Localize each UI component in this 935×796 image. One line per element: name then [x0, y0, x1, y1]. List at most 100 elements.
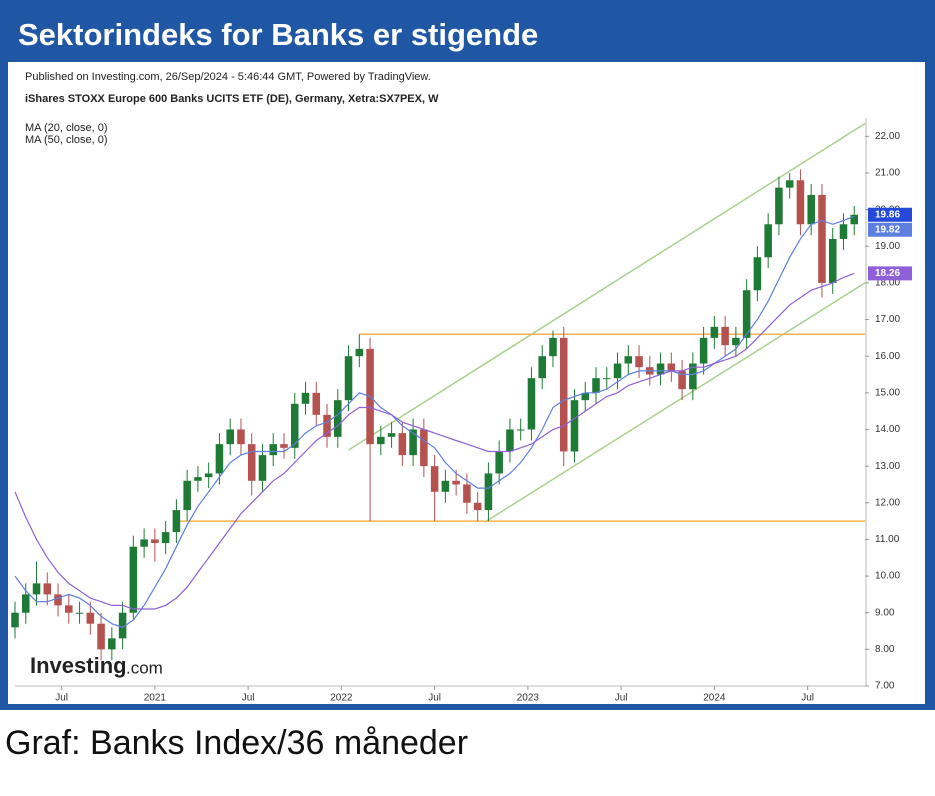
candle-body: [527, 378, 536, 430]
candle-body: [54, 594, 62, 606]
candle-body: [312, 392, 321, 415]
price-label: 19.86: [875, 209, 900, 220]
price-label-box: [868, 207, 912, 222]
candle-body: [11, 612, 19, 628]
candle-body: [129, 546, 138, 613]
candle-body: [850, 214, 859, 225]
y-tick-label: 12.00: [875, 497, 900, 508]
x-tick-label: 2024: [703, 693, 726, 704]
candle-body: [86, 612, 95, 624]
candle-body: [140, 539, 148, 547]
candle-body: [334, 400, 342, 437]
candle-body: [559, 337, 568, 452]
candle-body: [215, 444, 224, 474]
candle-body: [398, 433, 407, 456]
y-tick-label: 7.00: [875, 681, 895, 692]
candle-body: [387, 433, 396, 437]
y-tick-label: 17.00: [875, 314, 900, 325]
candle-body: [732, 337, 740, 346]
candle-body: [452, 480, 460, 485]
candle-body: [473, 502, 482, 511]
y-tick-label: 15.00: [875, 387, 900, 398]
candle-body: [441, 480, 450, 492]
candle-body: [785, 180, 794, 188]
candle-body: [624, 356, 633, 364]
x-tick-label: 2023: [517, 693, 540, 704]
candle-body: [280, 444, 288, 448]
x-tick-label: 2021: [144, 693, 167, 704]
y-tick-label: 10.00: [875, 571, 900, 582]
candle-body: [538, 356, 546, 379]
candle-body: [721, 326, 729, 346]
x-tick-label: Jul: [801, 693, 814, 704]
candle-body: [818, 194, 826, 283]
candle-body: [495, 451, 503, 474]
price-label: 18.26: [875, 268, 900, 279]
candle-body: [43, 583, 52, 595]
trend-line: [484, 282, 866, 523]
candle-body: [247, 444, 256, 481]
candle-body: [430, 466, 439, 492]
price-label-box: [868, 222, 912, 237]
y-tick-label: 16.00: [875, 351, 900, 362]
y-tick-label: 21.00: [875, 168, 900, 179]
candle-body: [118, 612, 127, 639]
y-tick-label: 13.00: [875, 461, 900, 472]
x-tick-label: Jul: [242, 693, 255, 704]
y-tick-label: 19.00: [875, 241, 900, 252]
candle-body: [161, 532, 170, 544]
candle-body: [484, 473, 493, 511]
candle-body: [463, 484, 471, 503]
y-tick-label: 11.00: [875, 534, 900, 545]
candle-body: [699, 337, 708, 364]
candle-body: [689, 363, 697, 390]
x-tick-label: 2022: [330, 693, 353, 704]
caption: Graf: Banks Index/36 måneder: [5, 724, 468, 762]
header-title: Sektorindeks for Banks er stigende: [18, 17, 538, 52]
candle-body: [420, 429, 428, 467]
candle-body: [65, 605, 73, 613]
candle-body: [807, 194, 815, 225]
candle-body: [226, 429, 234, 445]
candle-body: [828, 238, 837, 283]
candle-body: [258, 455, 267, 481]
candle-body: [775, 187, 783, 225]
candle-body: [506, 429, 514, 452]
candle-body: [742, 290, 751, 338]
candle-body: [172, 510, 181, 533]
candle-body: [290, 403, 299, 448]
candle-body: [194, 477, 202, 481]
chart-panel: [8, 62, 925, 704]
candle-body: [183, 480, 191, 511]
candle-body: [581, 392, 590, 401]
candle-body: [151, 539, 159, 544]
candle-body: [409, 429, 417, 456]
x-tick-label: Jul: [428, 693, 441, 704]
candle-body: [516, 429, 525, 431]
candle-body: [75, 612, 84, 614]
candle-body: [204, 473, 213, 478]
y-tick-label: 8.00: [875, 644, 895, 655]
indicator-legend: MA (50, close, 0): [25, 134, 108, 146]
candle-body: [796, 180, 805, 225]
y-tick-label: 14.00: [875, 424, 900, 435]
candle-body: [603, 378, 611, 380]
x-tick-label: Jul: [615, 693, 628, 704]
x-tick-label: Jul: [55, 693, 68, 704]
candle-body: [21, 594, 30, 613]
price-label: 19.82: [875, 224, 900, 235]
candle-body: [635, 356, 643, 368]
y-tick-label: 18.00: [875, 278, 900, 289]
price-label-box: [868, 266, 912, 281]
y-tick-label: 9.00: [875, 607, 895, 618]
watermark-suffix: .com: [126, 658, 163, 677]
indicator-legend: MA (20, close, 0): [25, 122, 108, 134]
candle-body: [710, 326, 719, 338]
candle-body: [301, 392, 310, 404]
candle-body: [108, 638, 116, 650]
candle-body: [549, 337, 557, 357]
candle-body: [656, 363, 665, 375]
y-tick-label: 22.00: [875, 131, 900, 142]
candle-body: [32, 583, 41, 595]
